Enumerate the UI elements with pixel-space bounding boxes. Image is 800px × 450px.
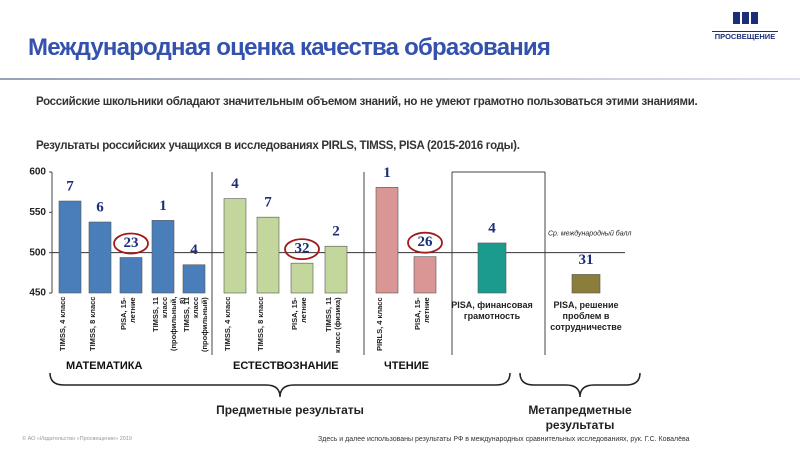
logo-icon xyxy=(733,12,758,24)
y-tick-label: 450 xyxy=(29,288,46,299)
x-tick-label: TIMSS, 8 класс xyxy=(88,297,97,352)
rank-label: 31 xyxy=(579,252,594,268)
rank-label: 26 xyxy=(418,234,434,250)
bracket xyxy=(49,372,511,398)
subtitle: Российские школьники обладают значительн… xyxy=(36,96,698,108)
x-tick-label: TIMSS, 11 класс (физика) xyxy=(324,297,342,353)
x-tick-label: TIMSS, 11 класс (профильный) xyxy=(182,297,209,352)
rank-label: 7 xyxy=(264,195,272,211)
x-tick-label: PIRLS, 4 класс xyxy=(375,297,384,351)
rank-label: 23 xyxy=(124,235,139,251)
x-tick-label: PISA, 15-летние xyxy=(290,297,308,330)
bar xyxy=(151,220,175,294)
x-tick-label: PISA, финансовая грамотность xyxy=(451,300,533,321)
bracket-label: Предметные результаты xyxy=(216,403,364,417)
x-tick-label: PISA, 15-летние xyxy=(119,297,137,330)
bar xyxy=(182,264,206,294)
group-label: МАТЕМАТИКА xyxy=(66,360,143,372)
group-label: ЧТЕНИЕ xyxy=(384,360,429,372)
y-tick-label: 500 xyxy=(29,247,46,258)
rank-label: 1 xyxy=(383,165,391,181)
x-tick-label: TIMSS, 4 класс xyxy=(58,297,67,352)
rank-circle xyxy=(407,231,443,254)
title-rule xyxy=(0,78,800,80)
rank-label: 6 xyxy=(96,199,104,215)
bar xyxy=(88,221,112,294)
y-tick-label: 600 xyxy=(29,167,46,178)
rank-circle xyxy=(284,238,320,261)
slide-title: Международная оценка качества образовани… xyxy=(28,34,551,61)
bar xyxy=(477,242,507,294)
rank-label: 4 xyxy=(190,242,198,258)
bar xyxy=(119,257,143,294)
rank-label: 7 xyxy=(66,178,74,194)
bar xyxy=(375,187,399,294)
x-tick-label: TIMSS, 4 класс xyxy=(223,297,232,352)
group-label: ЕСТЕСТВОЗНАНИЕ xyxy=(233,360,339,372)
x-tick-label: TIMSS, 11 класс (профильный, 8) xyxy=(151,297,187,352)
bracket xyxy=(519,372,641,398)
copyright: © АО «Издательство «Просвещение» 2019 xyxy=(22,436,132,442)
y-tick-label: 550 xyxy=(29,207,46,218)
bar xyxy=(413,256,437,294)
bar xyxy=(256,216,280,294)
bar xyxy=(58,200,82,294)
rank-label: 4 xyxy=(488,220,496,236)
rank-label: 4 xyxy=(231,176,239,192)
x-tick-label: PISA, 15-летние xyxy=(413,297,431,330)
logo: ПРОСВЕЩЕНИЕ xyxy=(712,10,778,41)
x-tick-label: TIMSS, 8 класс xyxy=(256,297,265,352)
rank-label: 2 xyxy=(332,224,340,240)
logo-text: ПРОСВЕЩЕНИЕ xyxy=(712,31,778,41)
chart-title: Результаты российских учащихся в исследо… xyxy=(36,140,520,152)
rank-circle xyxy=(113,232,149,255)
bar xyxy=(290,262,314,294)
bar xyxy=(324,245,348,294)
bracket-label: Метапредметные результаты xyxy=(528,403,632,432)
source-note: Здесь и далее использованы результаты РФ… xyxy=(318,436,690,443)
bar xyxy=(223,198,247,294)
x-tick-label: PISA, решение проблем в сотрудничестве xyxy=(550,300,622,332)
rank-label: 32 xyxy=(295,241,310,257)
bar xyxy=(571,274,601,294)
reference-label: Ср. международный балл xyxy=(548,230,631,238)
rank-label: 1 xyxy=(159,198,167,214)
